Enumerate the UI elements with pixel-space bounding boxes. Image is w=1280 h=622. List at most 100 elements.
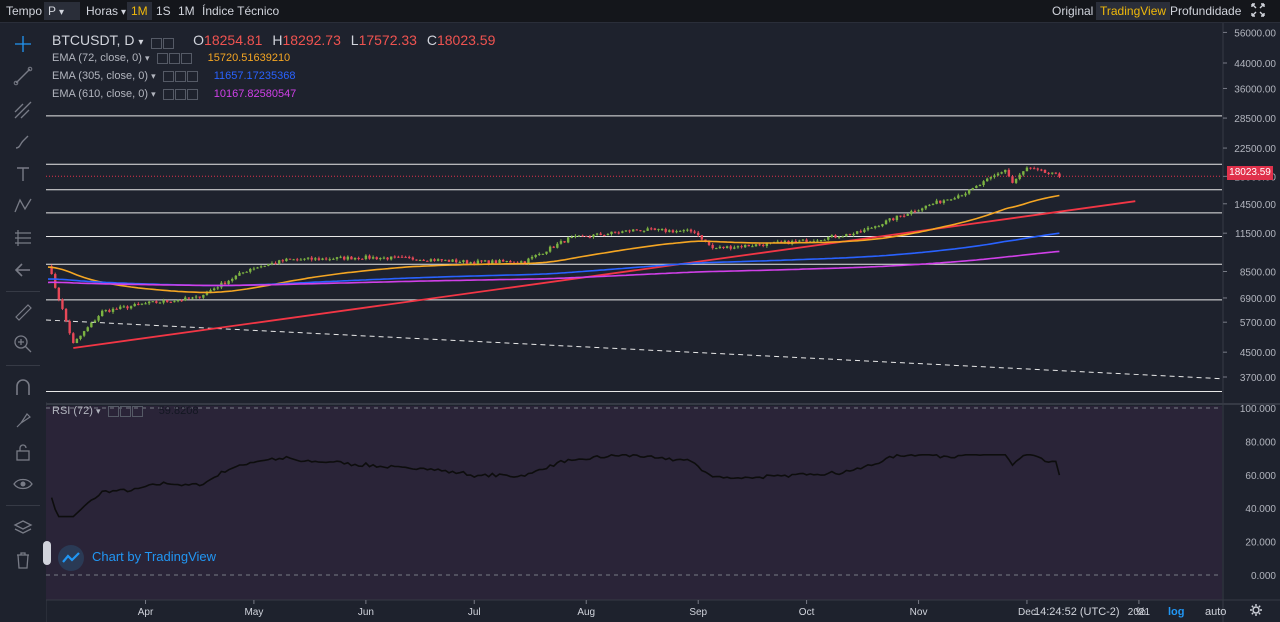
price-tick-label: 4500.00 — [1240, 348, 1277, 359]
interval-1mo-button[interactable]: 1M — [178, 4, 195, 18]
candle-body — [960, 195, 964, 197]
candle-body — [996, 173, 1000, 176]
settings-gear-icon[interactable] — [1249, 603, 1263, 620]
tempo-label: Tempo — [6, 4, 43, 18]
eye-icon[interactable] — [12, 473, 34, 495]
candle-body — [281, 260, 284, 262]
layers-icon[interactable] — [12, 517, 34, 539]
candle-body — [845, 234, 848, 237]
text-icon[interactable] — [12, 163, 34, 185]
candle-body — [635, 229, 639, 231]
indicators-button[interactable]: Índice Técnico — [202, 4, 280, 18]
candle-body — [736, 246, 740, 248]
last-price-badge: 18023.59 — [1227, 166, 1273, 180]
candle-body — [686, 229, 689, 231]
candle-body — [191, 297, 194, 299]
candle-body — [939, 200, 942, 203]
candle-body — [375, 257, 378, 260]
candle-body — [386, 257, 389, 260]
candle-body — [707, 241, 711, 245]
time-tick-label: Oct — [799, 607, 815, 618]
ema72-controls[interactable] — [156, 53, 201, 65]
trendline-icon[interactable] — [12, 65, 34, 87]
ema610-label[interactable]: EMA (610, close, 0) — [52, 88, 148, 100]
candle-body — [653, 228, 657, 230]
candle-body — [144, 303, 147, 305]
candle-body — [577, 235, 581, 237]
candle-body — [621, 231, 624, 233]
zoom-icon[interactable] — [12, 333, 34, 355]
view-depth-button[interactable]: Profundidade — [1170, 4, 1242, 18]
candle-body — [559, 241, 563, 244]
candle-body — [50, 266, 53, 275]
candle-body — [631, 229, 635, 232]
view-original-button[interactable]: Original — [1052, 4, 1094, 18]
log-scale-button[interactable]: log — [1168, 606, 1185, 618]
rsi-tick-label: 80.000 — [1245, 437, 1276, 448]
candle-body — [592, 234, 595, 237]
candle-body — [462, 260, 465, 262]
lock-icon[interactable] — [12, 441, 34, 463]
close-value: 18023.59 — [436, 32, 496, 48]
back-arrow-icon[interactable] — [12, 259, 34, 281]
symbol-label[interactable]: BTCUSDT, D — [52, 32, 135, 48]
fullscreen-icon[interactable] — [1246, 1, 1270, 19]
candle-body — [61, 299, 64, 309]
tradingview-watermark[interactable]: Chart by TradingView — [58, 544, 216, 571]
rsi-tick-label: 100.000 — [1240, 404, 1277, 415]
brush-icon[interactable] — [12, 131, 34, 153]
rsi-label[interactable]: RSI (72) — [52, 405, 93, 417]
ema610-dropdown-icon[interactable]: ▾ — [151, 89, 156, 99]
candle-body — [274, 263, 277, 265]
pattern-icon[interactable] — [12, 195, 34, 217]
hours-dropdown[interactable]: Horas — [82, 2, 130, 20]
price-tick-label: 14500.00 — [1234, 200, 1276, 211]
ema305-dropdown-icon[interactable]: ▾ — [151, 71, 156, 81]
auto-scale-button[interactable]: auto — [1205, 606, 1227, 618]
candle-body — [841, 236, 844, 238]
candle-body — [216, 287, 219, 289]
magnet-icon[interactable] — [12, 377, 34, 399]
candle-body — [975, 185, 978, 189]
ema72-dropdown-icon[interactable]: ▾ — [144, 53, 150, 63]
prediction-icon[interactable] — [12, 227, 34, 249]
candle-body — [491, 260, 494, 264]
ema305-label[interactable]: EMA (305, close, 0) — [52, 70, 148, 82]
candle-body — [794, 241, 797, 243]
chart-area[interactable]: 56000.00 44000.00 36000.00 28500.00 22500.00… — [46, 23, 1280, 622]
crosshair-icon[interactable] — [12, 33, 34, 55]
candle-body — [147, 301, 151, 304]
ema305-controls[interactable] — [162, 71, 207, 83]
candle-body — [671, 230, 675, 233]
candle-body — [1040, 169, 1043, 171]
candle-body — [743, 244, 747, 248]
stay-drawing-icon[interactable] — [12, 409, 34, 431]
price-tick-label: 36000.00 — [1234, 84, 1276, 95]
candle-body — [863, 229, 866, 233]
ema72-label[interactable]: EMA (72, close, 0) — [52, 52, 142, 64]
legend-controls[interactable] — [151, 36, 185, 50]
candle-body — [173, 301, 176, 303]
scroll-handle[interactable] — [43, 541, 51, 565]
candle-body — [675, 231, 678, 233]
view-tradingview-button[interactable]: TradingView — [1096, 2, 1171, 20]
clock-label[interactable]: 14:24:52 (UTC-2) — [1034, 606, 1120, 618]
symbol-dropdown-icon[interactable]: ▾ — [138, 37, 144, 48]
candle-body — [552, 246, 555, 248]
dashed-trendline — [46, 319, 1223, 380]
candle-body — [97, 316, 100, 321]
rsi-controls[interactable] — [107, 406, 152, 418]
rsi-dropdown-icon[interactable]: ▾ — [96, 406, 101, 416]
trash-icon[interactable] — [12, 549, 34, 571]
ema610-controls[interactable] — [162, 89, 207, 101]
candle-body — [1018, 174, 1021, 179]
interval-1m-button[interactable]: 1M — [127, 2, 152, 20]
interval-1s-button[interactable]: 1S — [156, 4, 171, 18]
timeframe-select[interactable]: P — [44, 2, 80, 20]
pitchfork-icon[interactable] — [12, 99, 34, 121]
candle-body — [314, 258, 317, 260]
percent-scale-button[interactable]: % — [1136, 606, 1146, 618]
ruler-icon[interactable] — [12, 301, 34, 323]
candle-body — [978, 184, 982, 186]
candle-body — [892, 218, 895, 221]
